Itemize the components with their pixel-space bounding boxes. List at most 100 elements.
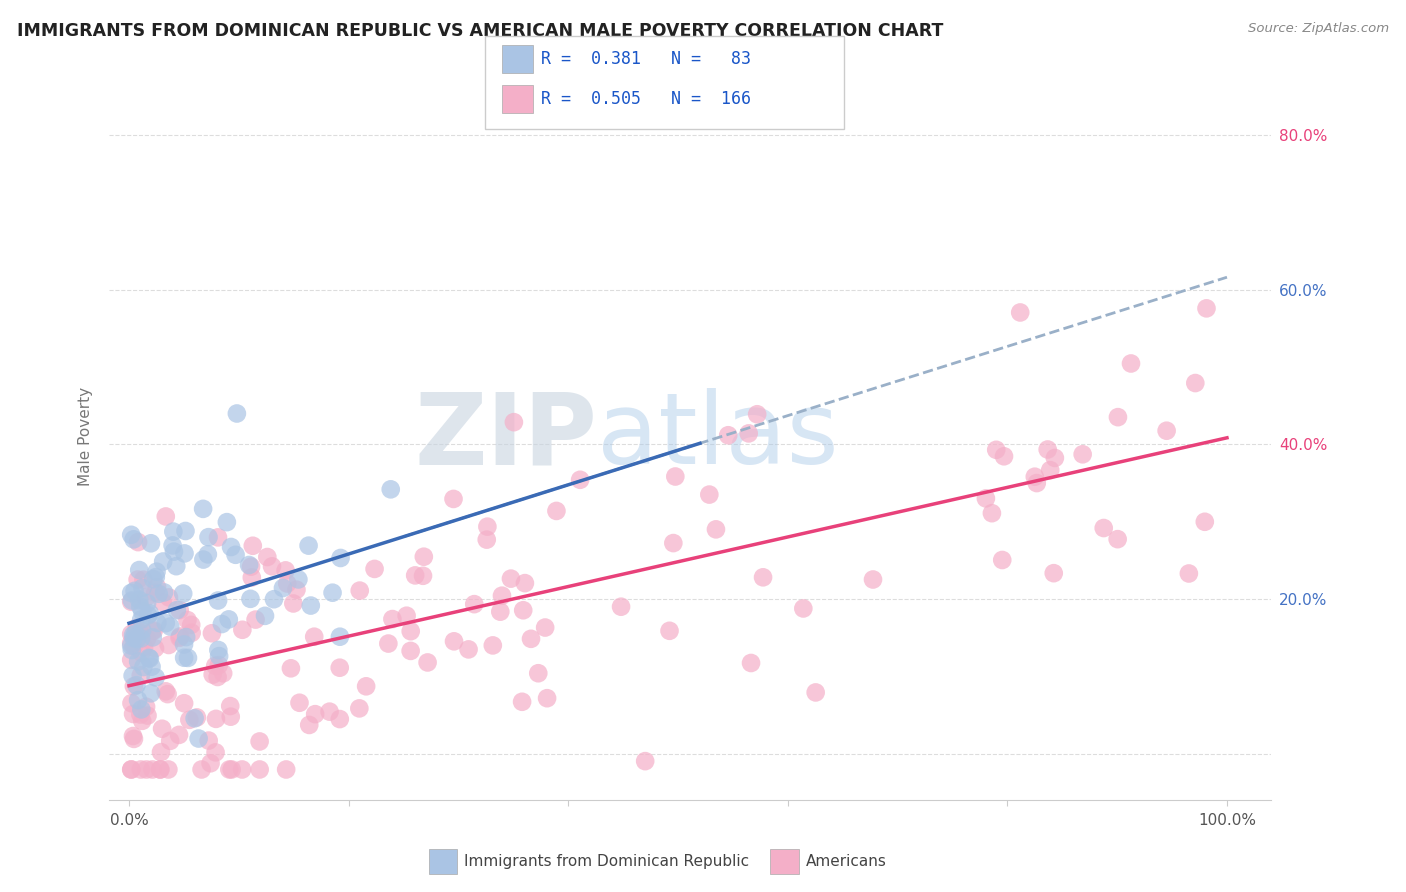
Point <box>443 491 465 506</box>
Point <box>404 568 426 582</box>
Point <box>276 763 298 777</box>
Point <box>215 515 238 529</box>
Point <box>218 763 240 777</box>
Point <box>156 687 179 701</box>
Point <box>1039 463 1062 477</box>
Point <box>1107 532 1129 546</box>
Point <box>197 530 219 544</box>
Point <box>231 763 253 777</box>
Point <box>149 763 172 777</box>
Text: ZIP: ZIP <box>415 388 598 485</box>
Point <box>249 734 271 748</box>
Point <box>152 595 174 609</box>
Point <box>127 573 149 587</box>
Point <box>129 763 152 777</box>
Point <box>150 722 173 736</box>
Point <box>173 637 195 651</box>
Point <box>120 763 142 777</box>
Point <box>1178 566 1201 581</box>
Point <box>122 628 145 642</box>
Point <box>122 631 145 645</box>
Point <box>792 601 814 615</box>
Point <box>122 679 145 693</box>
Point <box>288 696 311 710</box>
Point <box>157 763 180 777</box>
Point <box>381 612 404 626</box>
Point <box>139 651 162 665</box>
Point <box>249 763 271 777</box>
Point <box>416 656 439 670</box>
Point <box>253 608 276 623</box>
Point <box>219 709 242 723</box>
Point <box>399 644 422 658</box>
Point <box>176 613 198 627</box>
Point <box>173 696 195 710</box>
Point <box>135 632 157 646</box>
Point <box>141 624 163 638</box>
Point <box>142 572 165 586</box>
Point <box>412 549 434 564</box>
Point <box>276 576 298 591</box>
Point <box>120 639 142 653</box>
Point <box>159 734 181 748</box>
Point <box>131 581 153 595</box>
Point <box>145 570 167 584</box>
Point <box>120 653 142 667</box>
Point <box>482 639 505 653</box>
Point <box>121 593 143 607</box>
Point <box>302 630 325 644</box>
Text: Source: ZipAtlas.com: Source: ZipAtlas.com <box>1249 22 1389 36</box>
Point <box>752 570 775 584</box>
Point <box>475 533 498 547</box>
Point <box>240 570 263 584</box>
Point <box>986 442 1008 457</box>
Point <box>298 718 321 732</box>
Y-axis label: Male Poverty: Male Poverty <box>79 387 93 486</box>
Point <box>377 636 399 650</box>
Point <box>143 585 166 599</box>
Point <box>399 624 422 639</box>
Point <box>132 660 155 674</box>
Point <box>737 426 759 441</box>
Point <box>136 596 159 610</box>
Point <box>980 506 1002 520</box>
Point <box>489 605 512 619</box>
Point <box>139 686 162 700</box>
Point <box>1024 469 1046 483</box>
Point <box>304 707 326 722</box>
Point <box>1043 450 1066 465</box>
Point <box>134 640 156 654</box>
Point <box>219 540 242 554</box>
Point <box>349 701 371 715</box>
Point <box>1025 476 1047 491</box>
Point <box>143 641 166 656</box>
Text: R =  0.381   N =   83: R = 0.381 N = 83 <box>541 50 751 68</box>
Point <box>120 763 142 777</box>
Text: Immigrants from Dominican Republic: Immigrants from Dominican Republic <box>464 855 749 869</box>
Point <box>197 733 219 747</box>
Point <box>804 685 827 699</box>
Point <box>208 658 231 673</box>
Point <box>1195 301 1218 316</box>
Point <box>138 650 160 665</box>
Point <box>129 707 152 722</box>
Point <box>699 487 721 501</box>
Point <box>135 763 157 777</box>
Text: Americans: Americans <box>806 855 887 869</box>
Point <box>127 655 149 669</box>
Point <box>169 631 191 645</box>
Point <box>993 450 1015 464</box>
Point <box>204 745 226 759</box>
Point <box>128 563 150 577</box>
Point <box>193 552 215 566</box>
Point <box>122 729 145 743</box>
Point <box>127 624 149 639</box>
Point <box>131 646 153 660</box>
Point <box>527 666 550 681</box>
Point <box>238 558 260 572</box>
Point <box>201 626 224 640</box>
Point <box>285 582 308 597</box>
Point <box>211 617 233 632</box>
Point <box>512 603 534 617</box>
Point <box>1156 424 1178 438</box>
